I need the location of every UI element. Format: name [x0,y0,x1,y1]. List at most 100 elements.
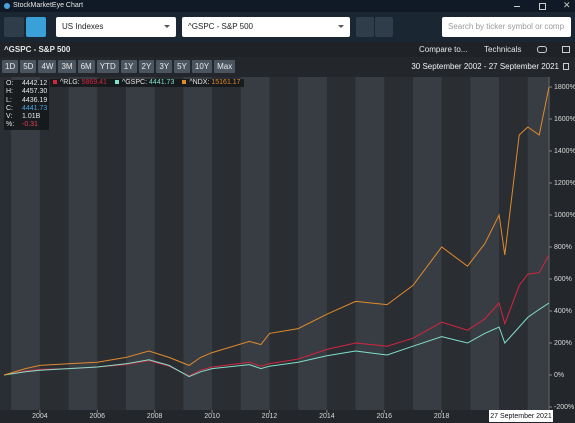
ohlc-row: H: 4457.30 [6,88,47,96]
symbol-dropdown[interactable]: ^GSPC - S&P 500 [182,17,350,37]
series-line [3,86,550,376]
maximize-button[interactable] [539,3,546,10]
ohlc-label: L: [6,96,12,104]
ohlc-label: H: [6,88,13,96]
search-box[interactable]: Search by ticker symbol or comp [442,17,571,37]
app-icon [4,3,10,9]
compare-menu[interactable]: Compare to... [419,45,468,54]
year-band [412,77,442,410]
range-button[interactable]: 1D [2,60,19,73]
ohlc-row: V: 1.01B [6,113,47,121]
close-button[interactable]: ✕ [563,0,571,10]
range-button[interactable]: 5D [20,60,37,73]
legend-quote: 4441.73 [149,79,175,86]
y-tick-label: 800% [554,244,572,251]
ohlc-value: -0.31 [22,121,38,129]
technicals-menu[interactable]: Technicals [484,45,522,54]
range-button[interactable]: 2Y [138,60,155,73]
range-buttons: 1D 5D 4W 3M 6M YTD 1Y 2Y 3Y 5Y 10Y Max [2,60,236,73]
range-button[interactable]: 5Y [174,60,190,73]
range-button[interactable]: 10Y [191,60,213,73]
x-tick-label: 2010 [204,413,220,420]
legend-item[interactable]: ^RLG5869.41 [53,79,107,87]
range-button[interactable]: YTD [96,60,119,73]
legend-close [182,80,187,84]
legend-item[interactable]: ^GSPC4441.73 [114,79,175,87]
popout-button[interactable] [562,46,570,53]
prev-button[interactable] [356,17,374,37]
pointer-tool[interactable] [4,17,24,37]
ohlc-row: O: 4442.12 [6,80,47,88]
year-band [240,77,270,410]
legend-name: ^GSPC [122,79,147,86]
next-button[interactable] [375,17,393,37]
year-band [355,77,385,410]
year-band [527,77,549,410]
y-tick-label: -200% [554,404,574,411]
crosshair-tool[interactable] [26,17,46,37]
year-band [11,77,40,410]
calendar-button[interactable] [563,63,569,70]
x-tick-label: 2006 [89,413,105,420]
legend-close [53,80,57,84]
year-band [298,77,327,410]
ohlc-label: %: [6,121,15,129]
ohlc-label: O: [6,80,14,87]
x-tick-label: 2014 [319,413,335,420]
list-dropdown[interactable]: US Indexes [56,17,176,37]
y-tick-label: 1000% [554,212,575,219]
ohlc-panel: O: 4442.12 H: 4457.30 L: 4436.19 C: 4441.73 V: 1.… [4,80,50,130]
y-tick-label: 400% [554,308,572,315]
legend-quote: 5869.41 [81,79,107,86]
legend-quote: 15161.17 [211,79,241,86]
ohlc-row: C: 4441.73 [6,105,47,113]
range-button[interactable]: 3Y [156,60,173,73]
cursor-label-bg [489,410,553,422]
x-tick-label: 2016 [376,413,392,420]
legend-name: ^RLG [60,79,80,86]
y-tick-label: 1400% [554,148,575,155]
chart: 200420062008201020122014201620182020-200… [0,77,575,422]
x-tick-label: 2012 [262,413,278,420]
y-tick-label: 1200% [554,180,575,187]
minimize-button[interactable] [514,6,520,7]
chart-symbol: ^GSPC - S&P 500 [4,45,71,54]
symbol-name: ^GSPC - S&P 500 [188,22,253,31]
legend-close [114,80,119,84]
year-band [68,77,98,410]
chart-header: ^GSPC - S&P 500 Compare to... Technicals [0,42,575,57]
x-tick-label: 2018 [434,413,450,420]
range-button[interactable]: Max [214,60,236,73]
x-tick-label: 2004 [32,413,48,420]
ohlc-value: 4442.12 [22,80,48,87]
year-band [125,77,155,410]
range-button[interactable]: 1Y [120,60,137,73]
ohlc-label: V: [6,113,13,121]
settings-menu[interactable] [537,46,547,53]
range-button[interactable]: 3M [58,60,76,73]
toolbar: US Indexes ^GSPC - S&P 500 Search by tic… [0,12,575,42]
range-button[interactable]: 4W [38,60,57,73]
legend-name: ^NDX [189,79,209,86]
legend-item[interactable]: ^NDX15161.17 [182,79,241,87]
x-tick-label: 2008 [147,413,163,420]
date-range: 30 September 2002 - 27 September 2021 [411,62,559,71]
list-name: US Indexes [62,22,104,31]
ohlc-row: %: -0.31 [6,121,47,129]
cursor-label: 27 September 2021 [490,413,552,420]
ohlc-label: C: [6,104,13,112]
ohlc-value: 4457.30 [22,88,48,96]
legend: ^RLG5869.41 ^GSPC4441.73 ^NDX15161.17 [50,79,244,87]
ohlc-value: 4436.19 [22,96,48,104]
ohlc-value: 4441.73 [22,104,48,112]
y-tick-label: 1600% [554,116,575,123]
window-title: StockMarketEye Chart [13,2,84,9]
y-tick-label: 1800% [554,84,575,91]
year-band [183,77,213,410]
range-button[interactable]: 6M [77,60,95,73]
series-line [3,302,550,378]
ohlc-row: L: 4436.19 [6,97,47,105]
y-tick-label: 600% [554,276,572,283]
title-bar: StockMarketEye Chart ✕ [0,0,575,12]
